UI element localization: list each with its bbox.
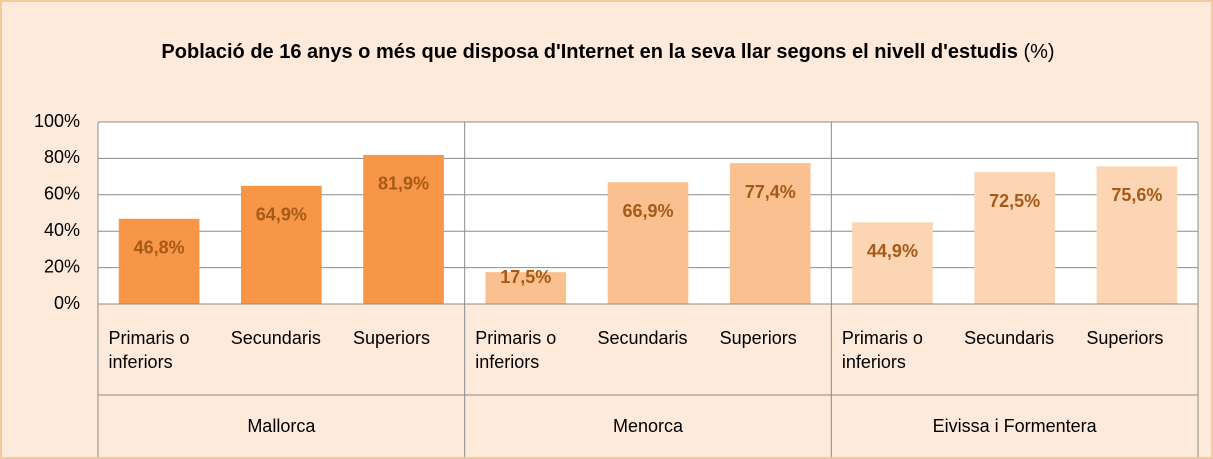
value-label: 17,5% [500, 267, 551, 287]
group-label: Eivissa i Formentera [933, 416, 1098, 436]
value-label: 72,5% [989, 191, 1040, 211]
bar [485, 272, 567, 304]
bar [1096, 166, 1178, 304]
group-label: Menorca [613, 416, 684, 436]
group-label: Mallorca [247, 416, 316, 436]
x-tick-label: Secundaris [230, 328, 321, 348]
x-tick-label: Primaris o inferiors [475, 328, 557, 372]
y-tick-label: 0% [54, 293, 80, 313]
x-tick-label: Superiors [719, 328, 797, 348]
x-tick-label: Superiors [1086, 328, 1164, 348]
value-label: 77,4% [745, 182, 796, 202]
chart-title: Població de 16 anys o més que disposa d'… [161, 41, 1018, 63]
x-tick-label: Primaris o inferiors [108, 328, 190, 372]
x-tick-label: Superiors [353, 328, 431, 348]
y-tick-label: 60% [44, 184, 80, 204]
bar [363, 154, 444, 304]
bar [607, 182, 689, 304]
value-label: 44,9% [867, 241, 918, 261]
y-tick-label: 100% [34, 111, 80, 131]
value-label: 81,9% [378, 174, 429, 194]
value-label: 46,8% [134, 238, 185, 258]
x-tick-label: Secundaris [964, 328, 1055, 348]
bar [852, 222, 933, 304]
y-tick-label: 40% [44, 220, 80, 240]
y-tick-label: 80% [44, 147, 80, 167]
y-tick-label: 20% [44, 256, 80, 276]
chart-title-block: Població de 16 anys o més que disposa d'… [148, 38, 1068, 66]
value-label: 66,9% [622, 201, 673, 221]
bar [729, 163, 811, 304]
chart-title-unit: (%) [1023, 41, 1055, 63]
bar [118, 218, 200, 304]
bar [974, 172, 1055, 304]
x-tick-label: Primaris o inferiors [841, 328, 923, 372]
x-tick-label: Secundaris [597, 328, 688, 348]
value-label: 64,9% [256, 205, 307, 225]
value-label: 75,6% [1111, 185, 1162, 205]
bar [241, 185, 322, 304]
